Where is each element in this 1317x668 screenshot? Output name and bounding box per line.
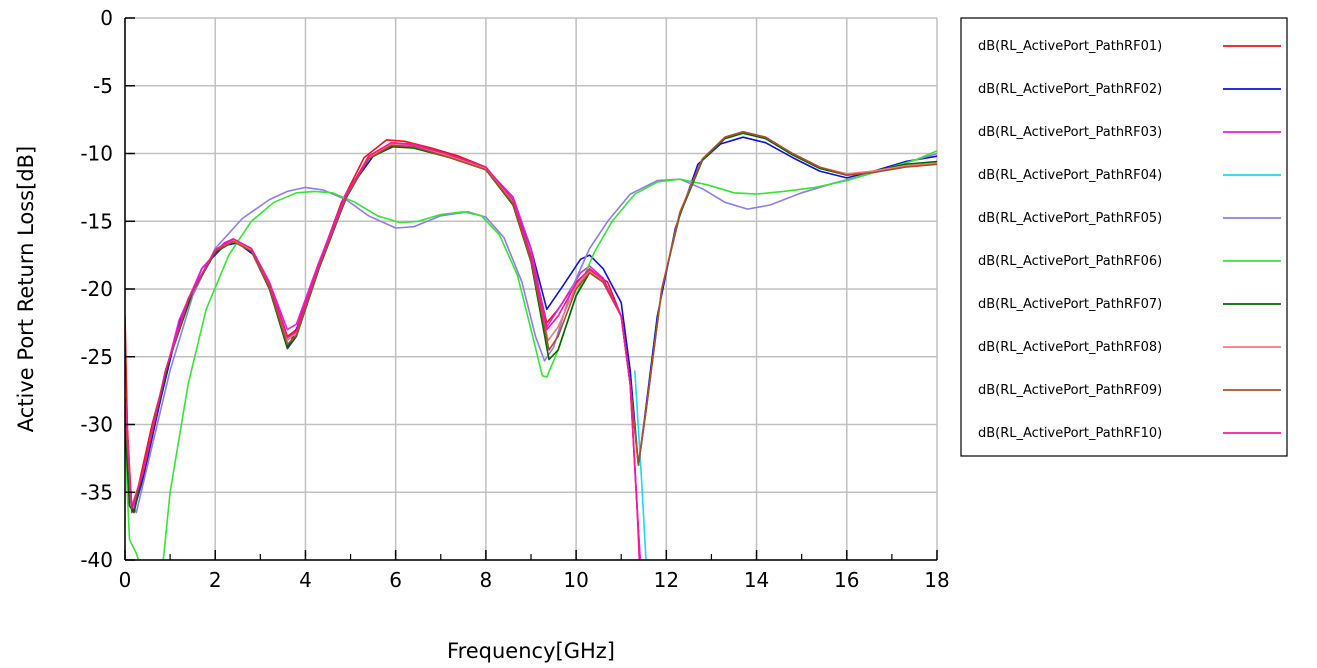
- series-line: [634, 370, 647, 560]
- y-tick-label: -25: [80, 345, 113, 369]
- x-tick-label: 4: [299, 568, 312, 592]
- x-tick-label: 10: [563, 568, 588, 592]
- legend: dB(RL_ActivePort_PathRF01) dB(RL_ActivePo…: [960, 17, 1288, 457]
- y-tick-label: 0: [100, 6, 113, 30]
- y-tick-label: -5: [93, 74, 113, 98]
- gridlines: [124, 17, 938, 561]
- y-axis-title: Active Port Return Loss[dB]: [14, 146, 38, 432]
- legend-label: dB(RL_ActivePort_PathRF01): [978, 39, 1162, 54]
- legend-label: dB(RL_ActivePort_PathRF10): [978, 426, 1162, 441]
- legend-label: dB(RL_ActivePort_PathRF07): [978, 297, 1162, 312]
- x-tick-label: 14: [744, 568, 769, 592]
- x-tick-label: 0: [119, 568, 132, 592]
- x-tick-label: 2: [209, 568, 222, 592]
- y-tick-label: -20: [80, 277, 113, 301]
- x-tick-label: 18: [924, 568, 949, 592]
- series-line: [125, 132, 937, 514]
- series-line: [162, 150, 937, 560]
- legend-label: dB(RL_ActivePort_PathRF03): [978, 125, 1162, 140]
- y-tick-label: -10: [80, 142, 113, 166]
- x-tick-label: 6: [389, 568, 402, 592]
- series-line: [125, 143, 641, 560]
- tick-labels: 0 2 4 6 8 10 12 14 16 18 0 -5 -10 -15 -20 -25 -30 -35 -40: [80, 6, 949, 592]
- y-tick-label: -15: [80, 209, 113, 233]
- legend-box: [960, 17, 1288, 457]
- x-axis-title: Frequency[GHz]: [447, 639, 615, 663]
- y-tick-label: -40: [80, 548, 113, 572]
- x-tick-label: 12: [654, 568, 679, 592]
- legend-label: dB(RL_ActivePort_PathRF05): [978, 211, 1162, 226]
- x-tick-label: 8: [480, 568, 493, 592]
- legend-label: dB(RL_ActivePort_PathRF04): [978, 168, 1162, 183]
- legend-label: dB(RL_ActivePort_PathRF06): [978, 254, 1162, 269]
- y-tick-label: -30: [80, 413, 113, 437]
- legend-label: dB(RL_ActivePort_PathRF02): [978, 82, 1162, 97]
- series-line: [125, 131, 937, 510]
- legend-label: dB(RL_ActivePort_PathRF09): [978, 383, 1162, 398]
- series-line: [125, 141, 641, 560]
- axes: [124, 17, 938, 561]
- x-tick-label: 16: [834, 568, 859, 592]
- series-line: [125, 139, 641, 560]
- series-line: [125, 152, 937, 514]
- plot-lines: [125, 131, 937, 560]
- legend-label: dB(RL_ActivePort_PathRF08): [978, 340, 1162, 355]
- y-tick-label: -35: [80, 480, 113, 504]
- series-line: [125, 136, 937, 511]
